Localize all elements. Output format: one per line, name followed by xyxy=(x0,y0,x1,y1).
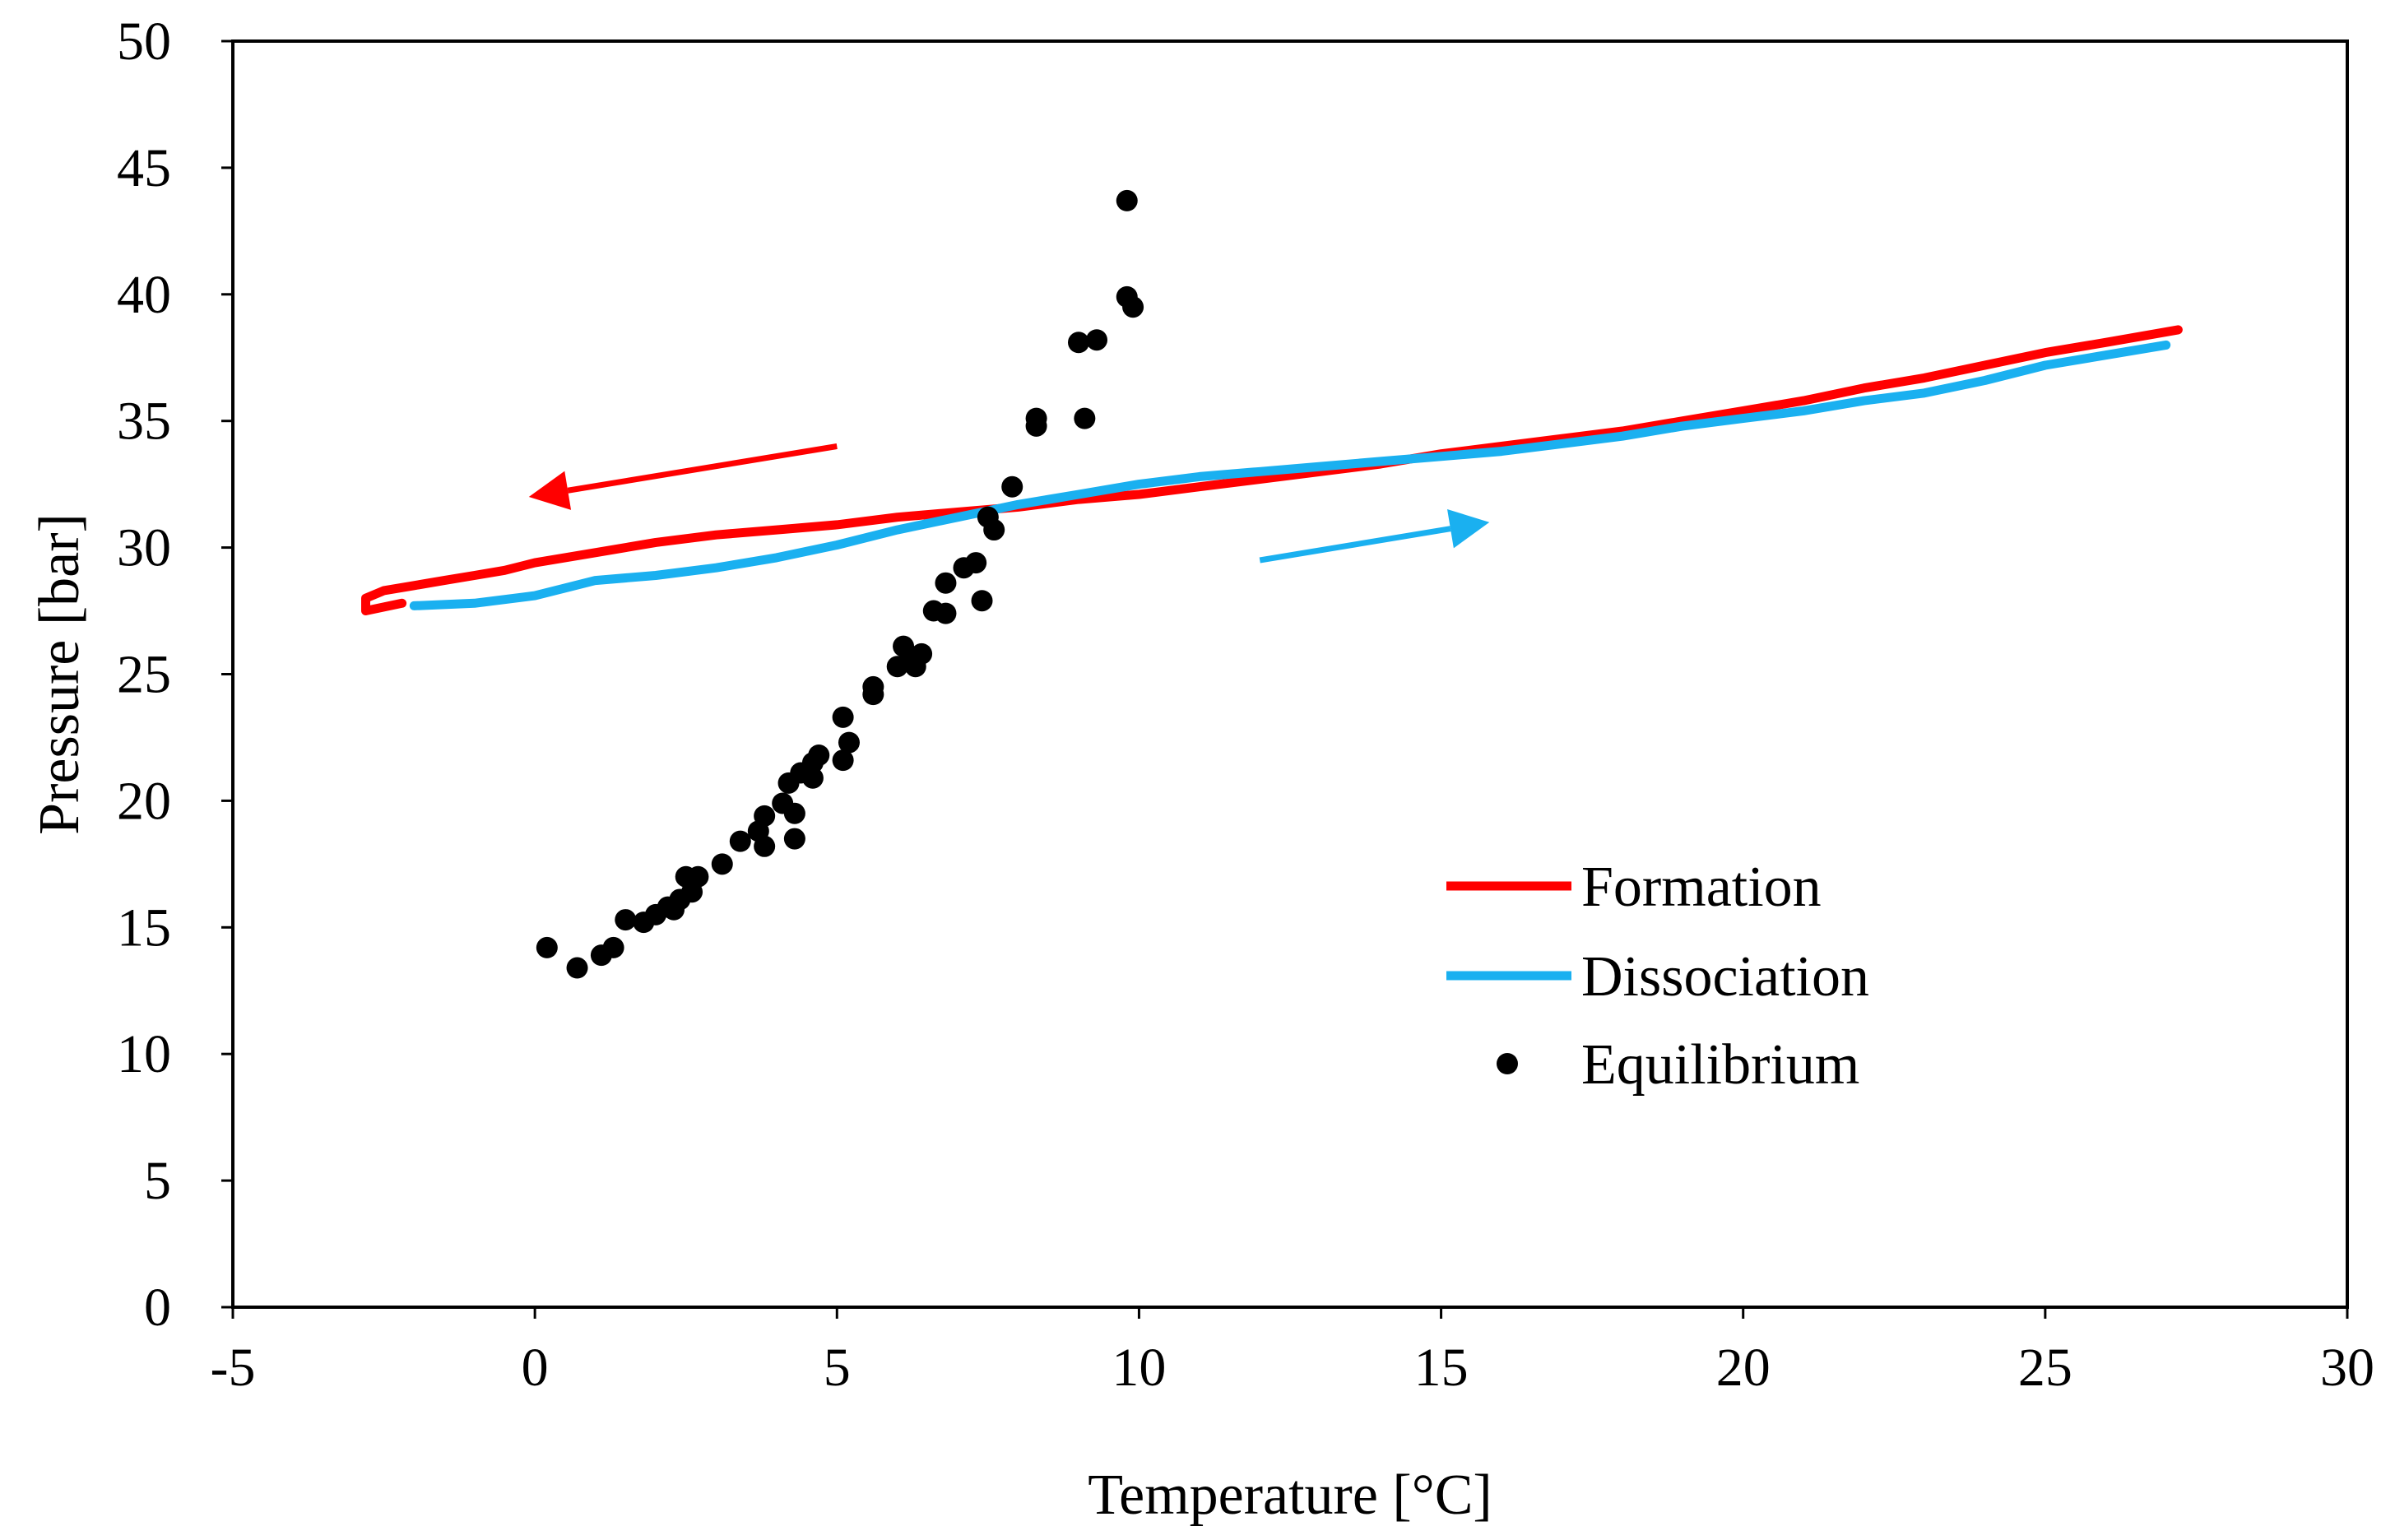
y-tick-label: 50 xyxy=(117,12,171,72)
equilibrium-point xyxy=(838,731,860,754)
equilibrium-point xyxy=(754,835,776,857)
x-tick-label: 20 xyxy=(1716,1338,1771,1398)
legend-equilibrium-swatch xyxy=(1497,1053,1518,1074)
direction-arrow-shaft xyxy=(567,443,838,494)
formation-series-line xyxy=(361,325,2183,615)
y-tick-label: 40 xyxy=(117,265,171,325)
equilibrium-point xyxy=(566,957,588,979)
equilibrium-point xyxy=(1086,329,1108,351)
equilibrium-point xyxy=(711,853,733,875)
legend-formation-label: Formation xyxy=(1581,856,1822,919)
annotation-layer xyxy=(528,443,1490,564)
equilibrium-point xyxy=(783,802,805,824)
y-tick-label: 5 xyxy=(144,1151,171,1211)
equilibrium-point xyxy=(832,749,854,772)
y-tick-label: 45 xyxy=(117,138,171,198)
y-axis-label: Pressure [bar] xyxy=(28,513,91,835)
x-tick-label: -5 xyxy=(211,1338,256,1398)
y-axis-ticks: 0 5 10 15 20 25 30 35 40 45 50 xyxy=(117,12,233,1338)
equilibrium-point xyxy=(971,590,993,612)
equilibrium-point xyxy=(965,552,987,574)
equilibrium-point xyxy=(1122,296,1144,318)
direction-arrow-head xyxy=(528,471,572,510)
equilibrium-point xyxy=(687,865,709,888)
y-tick-label: 10 xyxy=(117,1024,171,1084)
x-axis-ticks: -5 0 5 10 15 20 25 30 xyxy=(211,1307,2374,1398)
equilibrium-point xyxy=(935,602,957,624)
x-tick-label: 5 xyxy=(824,1338,851,1398)
equilibrium-point xyxy=(729,830,751,852)
series-layer xyxy=(361,189,2183,979)
x-tick-label: 30 xyxy=(2320,1338,2374,1398)
equilibrium-point xyxy=(862,675,884,698)
y-tick-label: 20 xyxy=(117,771,171,831)
direction-arrow-shaft xyxy=(1259,526,1451,564)
y-tick-label: 0 xyxy=(144,1278,171,1338)
equilibrium-point xyxy=(536,936,558,958)
legend: Formation Dissociation Equilibrium xyxy=(1446,856,1869,1097)
equilibrium-point xyxy=(754,805,776,827)
equilibrium-point xyxy=(801,767,824,789)
equilibrium-point xyxy=(983,519,1005,541)
equilibrium-point xyxy=(783,828,805,850)
x-tick-label: 25 xyxy=(2018,1338,2072,1398)
x-tick-label: 0 xyxy=(522,1338,549,1398)
equilibrium-point xyxy=(1068,332,1089,354)
equilibrium-point xyxy=(1025,415,1047,437)
equilibrium-point xyxy=(1001,475,1023,498)
y-tick-label: 35 xyxy=(117,392,171,452)
y-tick-label: 15 xyxy=(117,898,171,958)
equilibrium-point xyxy=(911,642,933,665)
equilibrium-point xyxy=(832,706,854,728)
equilibrium-point xyxy=(1116,189,1138,211)
dissociation-series-line xyxy=(409,340,2171,610)
equilibrium-point xyxy=(935,572,957,594)
y-tick-label: 25 xyxy=(117,645,171,705)
x-axis-label: Temperature [°C] xyxy=(1088,1463,1492,1527)
equilibrium-point xyxy=(808,744,830,766)
x-tick-label: 10 xyxy=(1112,1338,1166,1398)
x-tick-label: 15 xyxy=(1414,1338,1469,1398)
legend-equilibrium-label: Equilibrium xyxy=(1581,1033,1859,1097)
equilibrium-point xyxy=(602,936,624,958)
equilibrium-point xyxy=(1074,407,1096,429)
y-tick-label: 30 xyxy=(117,518,171,578)
direction-arrow-head xyxy=(1447,508,1490,549)
legend-dissociation-label: Dissociation xyxy=(1581,945,1869,1009)
equilibrium-point xyxy=(615,909,637,931)
